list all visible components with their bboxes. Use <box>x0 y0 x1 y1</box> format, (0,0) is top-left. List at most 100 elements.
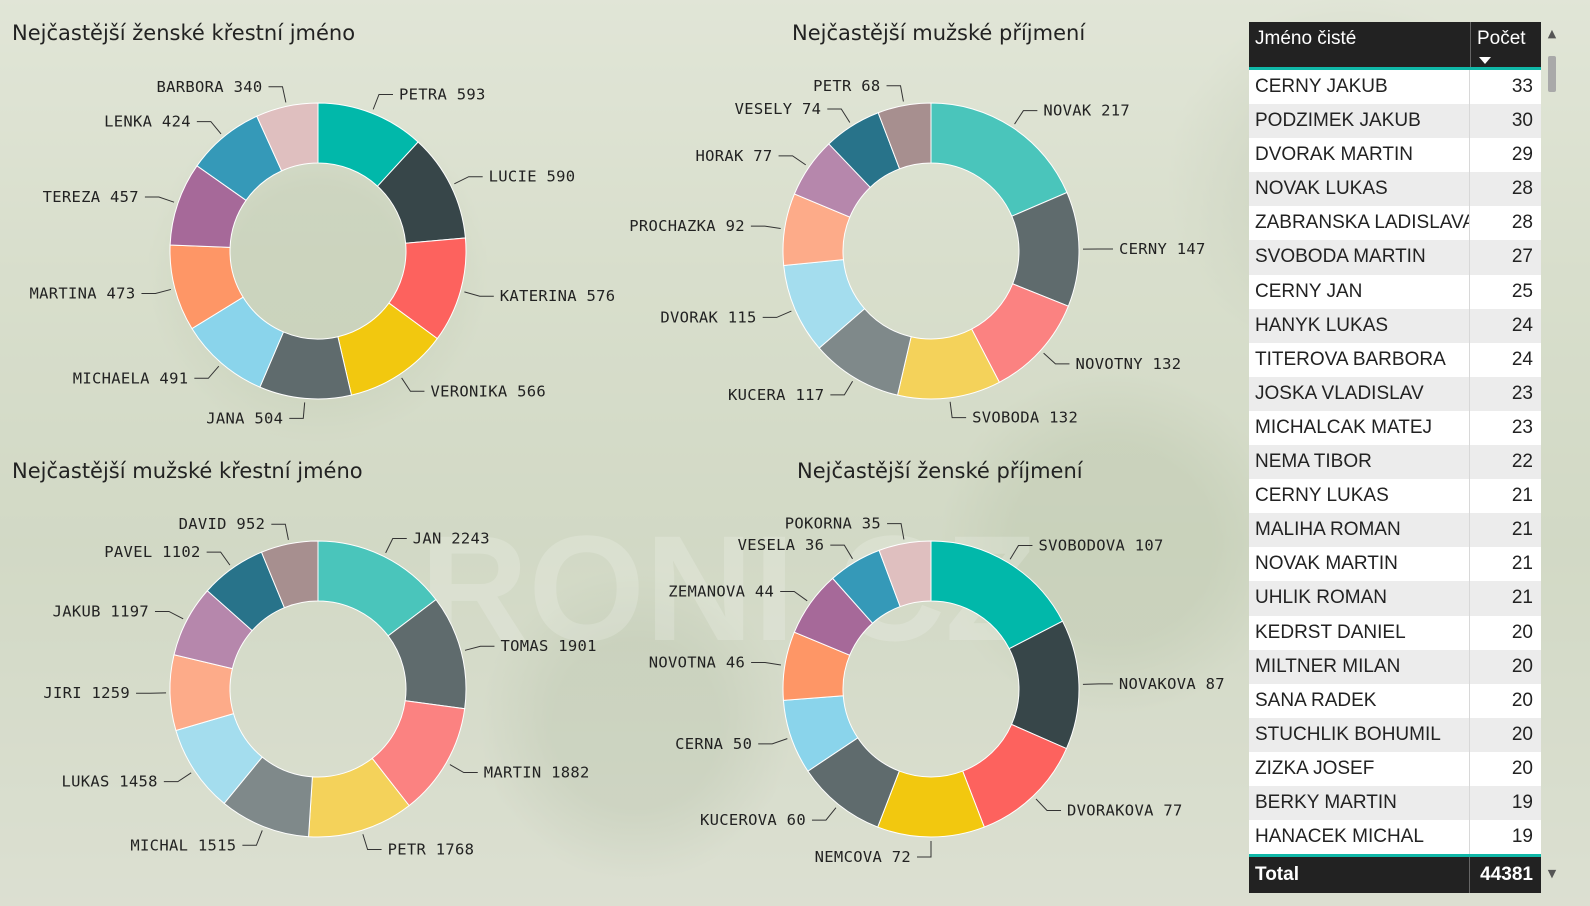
slice-label: VERONIKA 566 <box>430 382 546 400</box>
table-row[interactable]: CERNY LUKAS 21 <box>1249 479 1541 514</box>
cell-name: MICHALCAK MATEJ <box>1249 410 1470 446</box>
leader-line <box>830 544 853 560</box>
table-row[interactable]: MICHALCAK MATEJ 23 <box>1249 410 1541 446</box>
chart-title: Nejčastější mužské křestní jméno <box>12 459 363 483</box>
donut-slice[interactable] <box>256 102 319 172</box>
leader-line <box>289 402 306 419</box>
table-row[interactable]: SANA RADEK 20 <box>1249 683 1541 718</box>
slice-label: POKORNA 35 <box>785 515 881 533</box>
column-header-count[interactable]: Počet <box>1470 22 1541 67</box>
slice-label: NOVOTNY 132 <box>1075 355 1181 373</box>
cell-count: 21 <box>1511 587 1533 609</box>
leader-line <box>751 661 781 666</box>
column-header-name[interactable]: Jméno čisté <box>1255 28 1357 49</box>
slice-label: DVORAKOVA 77 <box>1067 801 1183 819</box>
table-row[interactable]: DVORAK MARTIN 29 <box>1249 138 1541 173</box>
donut-charts-area: RONI.CZ Nejčastější ženské křestní jméno… <box>12 21 1225 866</box>
table-row[interactable]: HANYK LUKAS 24 <box>1249 308 1541 343</box>
table-row[interactable]: KEDRST DANIEL 20 <box>1249 615 1541 650</box>
slice-label: JANA 504 <box>206 409 283 427</box>
chevron-down-icon[interactable]: ▼ <box>1547 867 1557 880</box>
scrollbar-thumb[interactable] <box>1548 56 1556 92</box>
table-row[interactable]: MILTNER MILAN 20 <box>1249 649 1541 684</box>
slice-label: LENKA 424 <box>104 113 191 131</box>
table-row[interactable]: NOVAK LUKAS 28 <box>1249 172 1541 207</box>
leader-line <box>464 291 494 297</box>
leader-line <box>750 225 781 229</box>
slice-label: NEMCOVA 72 <box>815 848 911 866</box>
cell-count: 19 <box>1511 791 1533 813</box>
leader-line <box>762 310 792 318</box>
leader-line <box>780 591 808 602</box>
table-row[interactable]: UHLIK ROMAN 21 <box>1249 581 1541 616</box>
donut-slice[interactable] <box>877 102 932 170</box>
cell-count: 24 <box>1511 348 1533 370</box>
leader-line <box>163 772 192 783</box>
table-row[interactable]: CERNY JAKUB 33 <box>1249 70 1541 105</box>
total-label: Total <box>1249 857 1470 894</box>
table-scrollbar[interactable]: ▲ ▼ <box>1545 22 1559 882</box>
cell-name: STUCHLIK BOHUMIL <box>1249 717 1470 752</box>
table-row[interactable]: PODZIMEK JAKUB 30 <box>1249 104 1541 139</box>
cell-count: 27 <box>1511 246 1533 268</box>
leader-line <box>886 85 904 102</box>
slice-label: JIRI 1259 <box>43 684 130 702</box>
cell-name: KEDRST DANIEL <box>1249 615 1470 650</box>
slice-label: KUCEROVA 60 <box>700 811 806 829</box>
table-row[interactable]: ZIZKA JOSEF 20 <box>1249 751 1541 786</box>
slice-label: PROCHAZKA 92 <box>629 217 745 235</box>
chart-title: Nejčastější ženské křestní jméno <box>12 21 355 45</box>
cell-name: MILTNER MILAN <box>1249 649 1470 684</box>
slice-label: PETRA 593 <box>399 85 486 103</box>
chevron-up-icon[interactable]: ▲ <box>1547 27 1557 40</box>
donut-slice[interactable] <box>930 102 1068 217</box>
slice-label: ZEMANOVA 44 <box>668 583 774 601</box>
cell-name: DVORAK MARTIN <box>1249 138 1470 173</box>
table-row[interactable]: CERNY JAN 25 <box>1249 274 1541 309</box>
leader-line <box>949 401 967 419</box>
leader-line <box>1009 545 1033 560</box>
cell-count: 30 <box>1511 110 1533 132</box>
table-row[interactable]: SVOBODA MARTIN 27 <box>1249 240 1541 275</box>
donut-chart-3: Nejčastější mužské křestní jméno JAN 2243… <box>12 459 596 859</box>
donut-slice[interactable] <box>878 540 932 608</box>
leader-line <box>141 288 172 294</box>
table-row[interactable]: NOVAK MARTIN 21 <box>1249 547 1541 582</box>
slice-label: PAVEL 1102 <box>104 543 200 561</box>
table-row[interactable]: JOSKA VLADISLAV 23 <box>1249 376 1541 411</box>
table-row[interactable]: MALIHA ROMAN 21 <box>1249 513 1541 548</box>
cell-name: ZABRANSKA LADISLAVA <box>1249 206 1470 241</box>
slice-label: HORAK 77 <box>695 147 772 165</box>
leader-line <box>144 196 175 203</box>
slice-label: LUKAS 1458 <box>62 773 158 791</box>
cell-name: UHLIK ROMAN <box>1249 581 1470 616</box>
cell-count: 21 <box>1511 553 1533 575</box>
table-body: CERNY JAKUB 33 PODZIMEK JAKUB 30 DVORAK MART… <box>1249 70 1541 855</box>
table-row[interactable]: ZABRANSKA LADISLAVA 28 <box>1249 206 1541 241</box>
leader-line <box>362 834 382 851</box>
slice-label: MARTINA 473 <box>30 284 136 302</box>
table-row[interactable]: BERKY MARTIN 19 <box>1249 785 1541 821</box>
column-header-count-label: Počet <box>1477 28 1526 49</box>
slice-label: DVORAK 115 <box>660 308 756 326</box>
table-row[interactable]: HANACEK MICHAL 19 <box>1249 820 1541 855</box>
cell-count: 22 <box>1511 451 1533 473</box>
chart-title: Nejčastější ženské příjmení <box>797 459 1084 483</box>
table-row[interactable]: NEMA TIBOR 22 <box>1249 445 1541 480</box>
donut-slice[interactable] <box>260 540 319 609</box>
table-row[interactable]: STUCHLIK BOHUMIL 20 <box>1249 717 1541 752</box>
leader-line <box>778 155 807 166</box>
leader-line <box>917 841 932 858</box>
table-row[interactable]: TITEROVA BARBORA 24 <box>1249 342 1541 377</box>
leader-line <box>268 86 287 103</box>
slice-label: MARTIN 1882 <box>484 764 590 782</box>
donut-chart-1: Nejčastější ženské křestní jméno PETRA 59… <box>12 21 615 427</box>
leader-line <box>271 523 289 541</box>
cell-count: 24 <box>1511 314 1533 336</box>
slice-label: JAN 2243 <box>413 530 490 548</box>
slice-label: SVOBODOVA 107 <box>1038 537 1163 555</box>
leader-line <box>154 610 184 620</box>
donut-chart-2: Nejčastější mužské příjmení NOVAK 217 CERN… <box>629 21 1205 427</box>
table-header: Jméno čisté Počet <box>1249 22 1541 70</box>
leader-line <box>385 538 407 554</box>
